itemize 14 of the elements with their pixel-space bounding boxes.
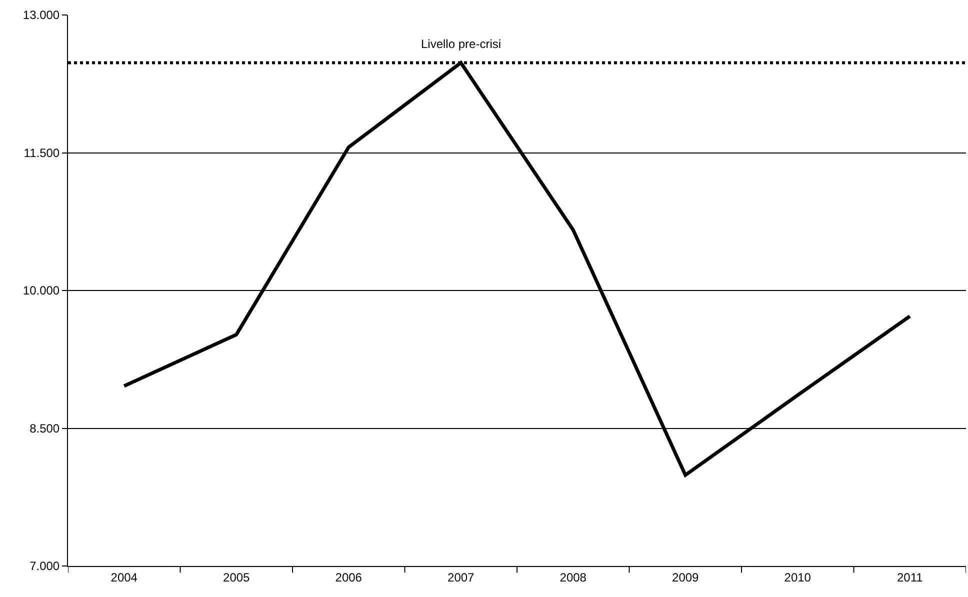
ref-line-label: Livello pre-crisi [421, 37, 502, 51]
y-tick-label: 7.000 [30, 559, 60, 574]
x-tick-label: 2005 [223, 570, 250, 584]
y-tick-label: 11.500 [24, 146, 60, 160]
x-tick-label: 2011 [896, 570, 924, 584]
x-tick-label: 2004 [110, 570, 138, 584]
y-tick-label: 8.500 [30, 421, 60, 436]
y-tick-label: 13.000 [22, 8, 60, 22]
x-tick-label: 2009 [672, 570, 700, 584]
x-tick-label: 2008 [560, 570, 587, 584]
x-tick-label: 2006 [335, 570, 362, 584]
y-tick-label: 10.000 [22, 284, 60, 298]
x-tick-label: 2007 [448, 570, 475, 584]
x-tick-label: 2010 [784, 570, 812, 584]
